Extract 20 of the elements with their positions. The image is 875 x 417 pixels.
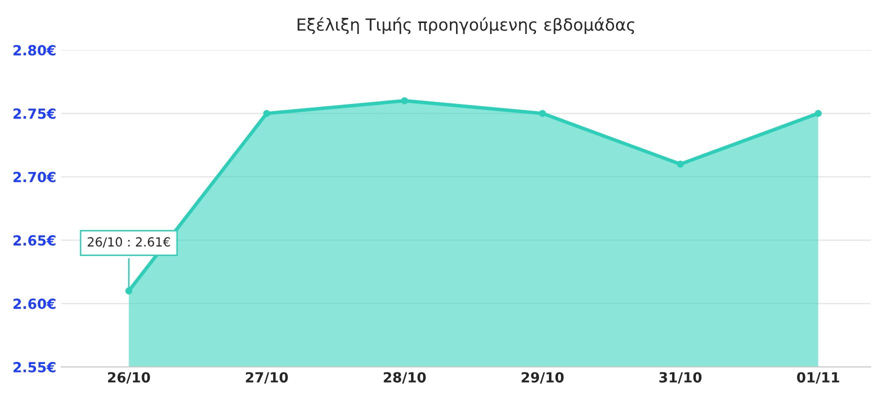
y-tick-label: 2.60€ (14, 298, 56, 310)
point (676, 160, 684, 168)
x-tick-label: 27/10 (246, 372, 288, 384)
y-tick-label: 2.65€ (14, 235, 56, 246)
x-tick-label: 29/10 (522, 372, 564, 384)
point (538, 110, 546, 117)
y-tick-label: 2.80€ (14, 45, 56, 56)
point (125, 287, 132, 294)
y-tick-label: 2.55€ (14, 362, 56, 372)
annotation: 26/10 : 2.61€ (88, 237, 170, 248)
point (401, 97, 408, 104)
point (263, 110, 270, 117)
chart-title: Εξέλιξη Τιμής προηγούμενης εβδομάδας (298, 17, 634, 34)
y-tick-label: 2.75€ (14, 108, 56, 119)
point (814, 110, 822, 117)
x-tick-label: 28/10 (384, 372, 426, 384)
y-tick-label: 2.70€ (14, 172, 56, 182)
x-tick-label: 31/10 (659, 372, 702, 384)
x-tick-label: 01/11 (797, 372, 840, 384)
x-tick-label: 26/10 (108, 372, 150, 384)
